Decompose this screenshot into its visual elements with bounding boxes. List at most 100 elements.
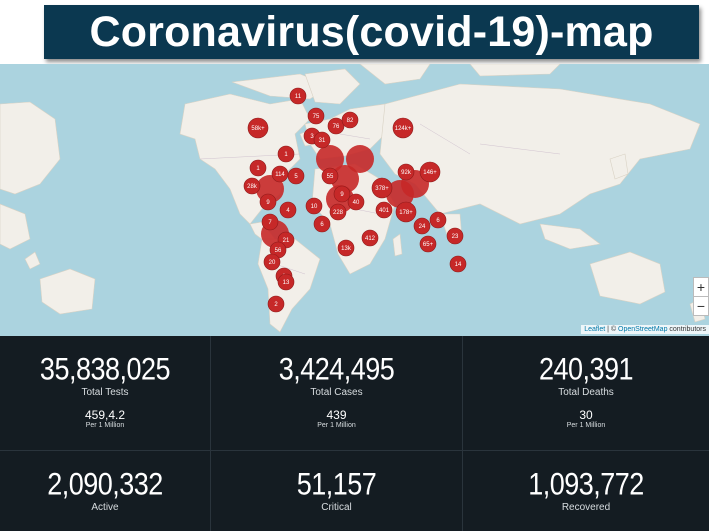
case-marker[interactable]: 40 (347, 193, 365, 211)
case-marker[interactable]: 9 (259, 193, 277, 211)
total-tests-card: 35,838,025 Total Tests 459,4.2 Per 1 Mil… (0, 336, 211, 451)
world-map[interactable]: 1158k+13111428k947215620113124k+75768231… (0, 64, 709, 336)
case-marker-circle[interactable] (243, 177, 261, 195)
case-marker-circle[interactable] (375, 201, 393, 219)
case-marker-label: 9 (340, 192, 344, 198)
leaflet-link[interactable]: Leaflet (584, 326, 606, 333)
case-marker[interactable]: 65+ (419, 235, 437, 253)
case-marker-label: 7 (268, 220, 272, 226)
case-markers[interactable]: 1158k+13111428k947215620113124k+75768231… (0, 64, 709, 336)
case-marker[interactable]: 23 (446, 227, 464, 245)
case-marker-label: 401 (379, 208, 390, 214)
case-marker-circle[interactable] (313, 131, 331, 149)
case-marker[interactable]: 82 (341, 111, 359, 129)
case-marker[interactable]: 2 (267, 295, 285, 313)
case-marker-circle[interactable] (429, 211, 447, 229)
case-marker-label: 21 (283, 238, 290, 244)
case-marker[interactable]: 9 (333, 185, 351, 203)
case-marker-label: 24 (419, 224, 426, 230)
case-marker[interactable]: 11 (289, 87, 307, 105)
case-marker[interactable]: 378+ (371, 177, 393, 199)
case-marker-circle[interactable] (392, 117, 414, 139)
case-marker-circle[interactable] (305, 197, 323, 215)
case-marker[interactable]: 114 (271, 165, 289, 183)
case-marker[interactable]: 1 (249, 159, 267, 177)
case-marker[interactable]: 10 (305, 197, 323, 215)
case-marker[interactable]: 6 (429, 211, 447, 229)
case-marker-label: 9 (266, 200, 270, 206)
critical-value: 51,157 (296, 466, 377, 502)
case-marker[interactable]: 13 (277, 273, 295, 291)
case-marker-circle[interactable] (289, 87, 307, 105)
zoom-in-button[interactable]: + (693, 277, 709, 296)
case-marker-circle[interactable] (395, 201, 417, 223)
case-marker[interactable]: 5 (287, 167, 305, 185)
case-marker-circle[interactable] (327, 117, 345, 135)
case-marker[interactable]: 4 (279, 201, 297, 219)
case-marker-circle[interactable] (321, 167, 339, 185)
total-cases-card: 3,424,495 Total Cases 439 Per 1 Million (211, 336, 463, 451)
case-marker-circle[interactable] (277, 145, 295, 163)
case-marker-label: 412 (365, 236, 376, 242)
case-marker-circle[interactable] (341, 111, 359, 129)
active-card: 2,090,332 Active (0, 451, 211, 531)
total-deaths-value: 240,391 (538, 351, 634, 387)
case-marker-circle[interactable] (277, 273, 295, 291)
case-marker[interactable]: 75 (307, 107, 325, 125)
case-marker[interactable]: 401 (375, 201, 393, 219)
zoom-out-button[interactable]: − (693, 296, 709, 316)
case-marker[interactable]: 6 (313, 215, 331, 233)
case-marker-circle[interactable] (261, 213, 279, 231)
case-marker-circle[interactable] (347, 193, 365, 211)
case-marker-label: 10 (311, 204, 318, 210)
case-marker[interactable]: 228 (329, 203, 347, 221)
case-marker[interactable]: 58k+ (247, 117, 269, 139)
case-marker-circle[interactable] (397, 163, 415, 181)
case-marker-circle[interactable] (361, 229, 379, 247)
tests-per-million-label: Per 1 Million (85, 422, 125, 429)
case-marker-circle[interactable] (419, 161, 441, 183)
case-marker-circle[interactable] (279, 201, 297, 219)
attribution-suffix: contributors (667, 326, 706, 333)
case-marker-circle[interactable] (313, 215, 331, 233)
critical-label: Critical (321, 502, 352, 513)
map-attribution: Leaflet | © OpenStreetMap contributors (581, 325, 709, 334)
case-marker-label: 82 (347, 118, 354, 124)
case-marker[interactable]: 14 (449, 255, 467, 273)
case-marker[interactable]: 31 (313, 131, 331, 149)
case-marker[interactable]: 24 (413, 217, 431, 235)
total-tests-label: Total Tests (81, 387, 129, 398)
case-marker[interactable]: 412 (361, 229, 379, 247)
case-marker-circle[interactable] (446, 227, 464, 245)
case-marker-circle[interactable] (259, 193, 277, 211)
case-marker[interactable]: 20 (263, 253, 281, 271)
case-marker-circle[interactable] (419, 235, 437, 253)
case-marker[interactable]: 7 (261, 213, 279, 231)
case-marker-circle[interactable] (337, 239, 355, 257)
case-marker-circle[interactable] (333, 185, 351, 203)
case-marker-circle[interactable] (329, 203, 347, 221)
case-marker[interactable]: 92k (397, 163, 415, 181)
case-marker[interactable]: 28k (243, 177, 261, 195)
case-marker[interactable]: 124k+ (392, 117, 414, 139)
case-marker[interactable]: 55 (321, 167, 339, 185)
case-marker-label: 11 (295, 94, 302, 100)
case-marker[interactable]: 1 (277, 145, 295, 163)
case-marker-circle[interactable] (247, 117, 269, 139)
total-cases-label: Total Cases (310, 387, 363, 398)
osm-link[interactable]: OpenStreetMap (618, 326, 668, 333)
case-marker-circle[interactable] (267, 295, 285, 313)
case-marker-circle[interactable] (307, 107, 325, 125)
total-cases-value: 3,424,495 (278, 351, 395, 387)
case-marker-circle[interactable] (449, 255, 467, 273)
case-marker[interactable]: 146+ (419, 161, 441, 183)
case-marker-circle[interactable] (371, 177, 393, 199)
case-marker[interactable]: 76 (327, 117, 345, 135)
case-marker-label: 55 (327, 174, 334, 180)
case-marker[interactable]: 178+ (395, 201, 417, 223)
case-marker[interactable]: 13k (337, 239, 355, 257)
case-marker-circle[interactable] (413, 217, 431, 235)
case-marker-circle[interactable] (263, 253, 281, 271)
case-marker-circle[interactable] (287, 167, 305, 185)
case-marker-circle[interactable] (249, 159, 267, 177)
